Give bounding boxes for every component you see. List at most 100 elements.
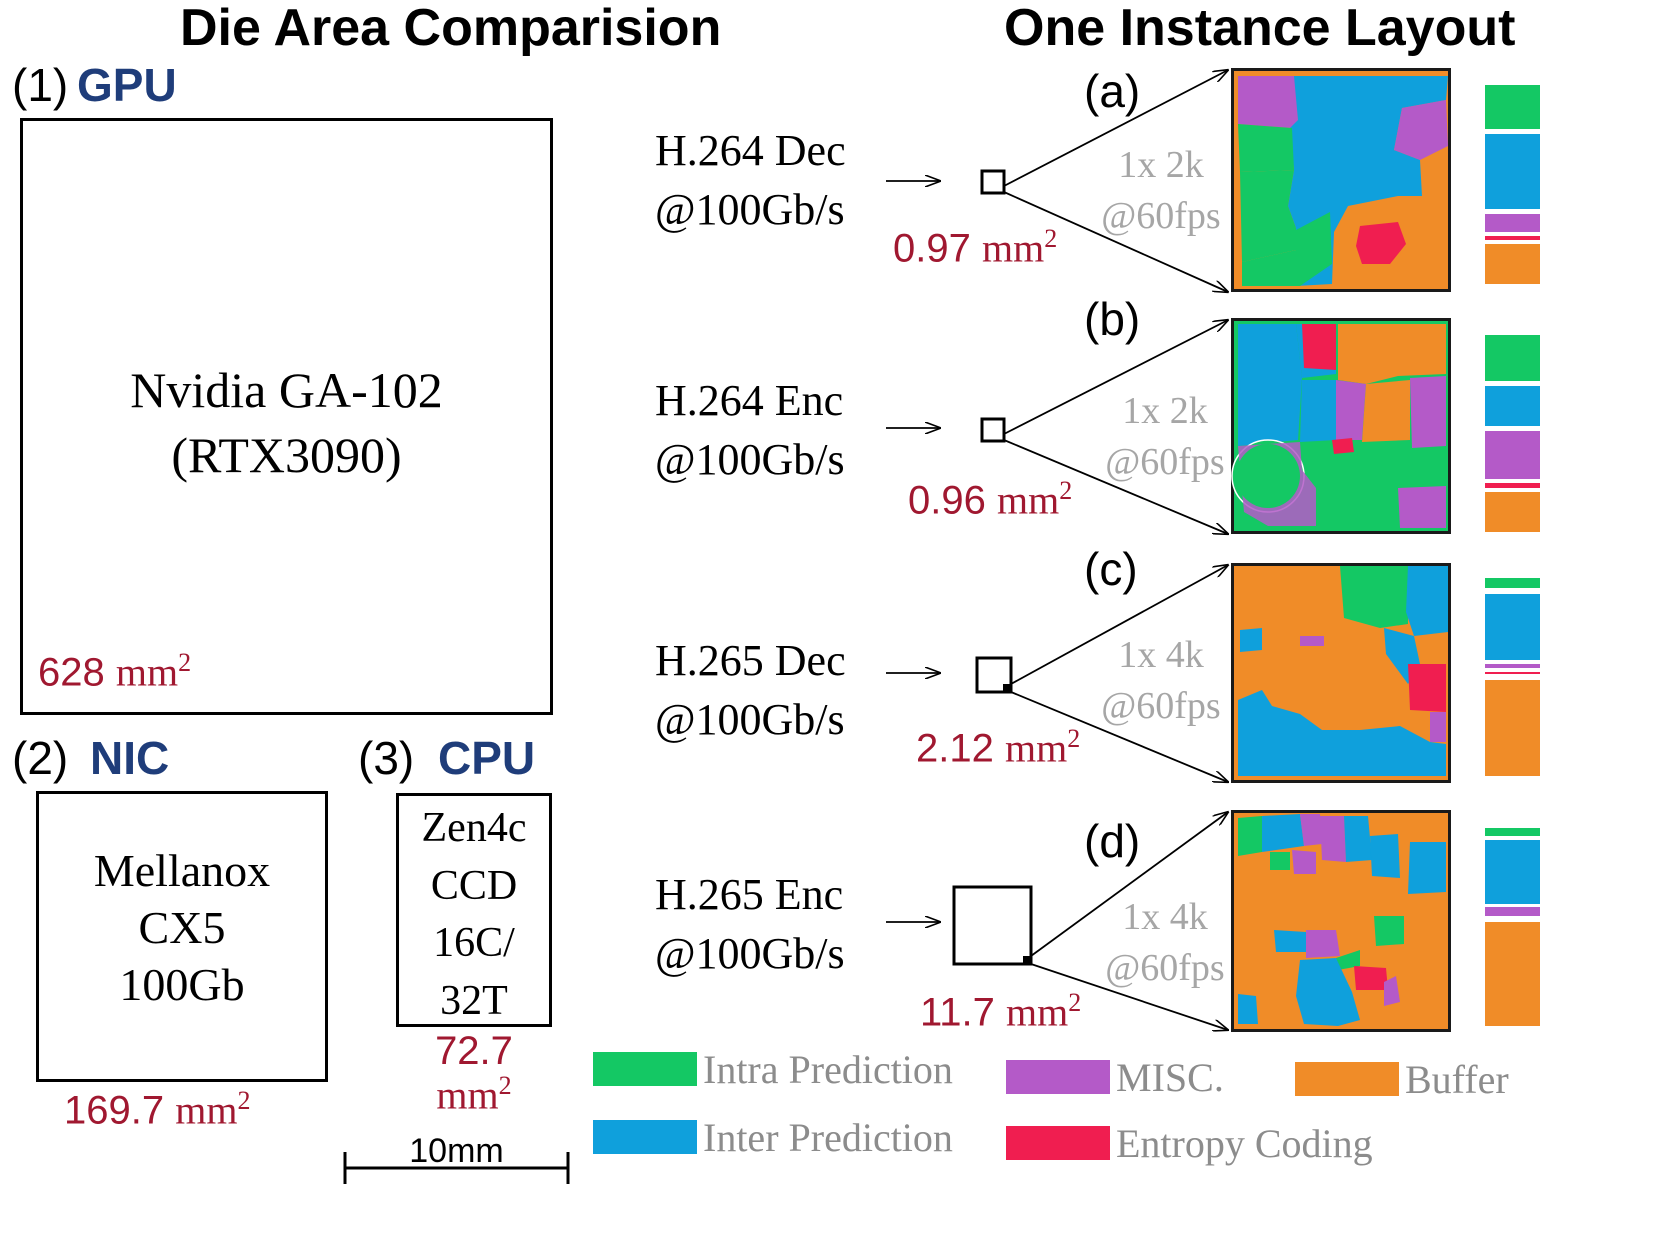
- area-unit-d: mm: [1006, 989, 1069, 1035]
- breakdown-bar-a: [1485, 85, 1540, 284]
- nic-area-exp: 2: [237, 1086, 251, 1115]
- area-unit-a: mm: [981, 225, 1045, 271]
- nic-area-label: 169.7 mm2: [64, 1086, 251, 1133]
- legend-swatch-inter: [593, 1120, 697, 1154]
- heading-instance-layout: One Instance Layout: [1004, 0, 1516, 57]
- codec-line1-d: H.265 Enc: [655, 870, 844, 919]
- area-value-c: 2.12: [916, 726, 994, 771]
- panel-label-c: (c): [1084, 543, 1138, 595]
- legend-swatch-intra: [593, 1052, 697, 1086]
- zoom-line-top-d: [1030, 812, 1228, 957]
- area-exp-d: 2: [1068, 988, 1082, 1017]
- spec-line1-a: 1x 2k: [1118, 144, 1204, 186]
- cpu-area-value: 72.7: [435, 1029, 513, 1073]
- area-label-b: 0.96 mm2: [908, 476, 1073, 523]
- gpu-die-box: [20, 118, 553, 715]
- codec-label-d: H.265 Enc @100Gb/s: [655, 866, 845, 983]
- cpu-die-box: [396, 793, 552, 1027]
- legend-label-buffer: Buffer: [1405, 1057, 1509, 1102]
- area-value-a: 0.97: [893, 226, 971, 271]
- gpu-area-label: 628 mm2: [38, 648, 192, 695]
- breakdown-bar-d: [1485, 828, 1540, 1026]
- area-label-a: 0.97 mm2: [893, 224, 1058, 271]
- cpu-name-line4: 32T: [440, 977, 508, 1024]
- layout-map-d: [1231, 810, 1451, 1032]
- cpu-name-line3: 16C/: [433, 920, 515, 967]
- nic-area-value: 169.7: [64, 1088, 165, 1133]
- legend-label-entropy: Entropy Coding: [1116, 1121, 1373, 1166]
- spec-line2-a: @60fps: [1101, 195, 1221, 238]
- area-exp-b: 2: [1059, 476, 1073, 505]
- spec-line1-d: 1x 4k: [1122, 896, 1208, 938]
- layout-map-b: [1231, 318, 1451, 534]
- zoom-line-bottom-a: [1003, 191, 1228, 292]
- area-value-b: 0.96: [908, 478, 986, 523]
- nic-name-line1: Mellanox: [93, 845, 271, 896]
- zoom-line-top-a: [1003, 70, 1228, 187]
- zoom-line-bottom-b: [1003, 439, 1228, 534]
- codec-label-c: H.265 Dec @100Gb/s: [655, 632, 846, 749]
- zoom-line-top-c: [1010, 565, 1228, 685]
- codec-line2-a: @100Gb/s: [655, 184, 845, 234]
- spec-line2-b: @60fps: [1105, 441, 1225, 484]
- instance-box-a: [980, 169, 1006, 195]
- spec-label-c: 1x 4k @60fps: [1090, 630, 1232, 733]
- spec-label-d: 1x 4k @60fps: [1094, 892, 1236, 995]
- cpu-name-line2: CCD: [430, 862, 518, 909]
- breakdown-bar-b: [1485, 335, 1540, 532]
- gpu-area-exp: 2: [178, 648, 192, 677]
- legend-swatch-buffer: [1295, 1062, 1399, 1096]
- legend-swatch-entropy: [1006, 1126, 1110, 1160]
- cpu-name: Zen4c CCD 16C/ 32T: [396, 800, 552, 1030]
- gpu-name-line1: Nvidia GA-102: [130, 362, 443, 418]
- spec-line1-c: 1x 4k: [1118, 634, 1204, 676]
- nic-die-box: [36, 791, 328, 1082]
- area-unit-c: mm: [1004, 725, 1068, 771]
- legend-label-intra: Intra Prediction: [703, 1047, 953, 1092]
- legend-label-misc: MISC.: [1116, 1055, 1224, 1100]
- spec-label-a: 1x 2k @60fps: [1090, 140, 1232, 243]
- codec-line2-c: @100Gb/s: [655, 694, 845, 744]
- cpu-area-unit: mm: [436, 1072, 499, 1118]
- gpu-area-value: 628: [38, 650, 105, 695]
- nic-area-unit: mm: [175, 1087, 238, 1133]
- legend-swatch-misc: [1006, 1060, 1110, 1094]
- codec-line2-d: @100Gb/s: [655, 928, 845, 978]
- codec-line2-b: @100Gb/s: [655, 434, 845, 484]
- layout-map-a: [1231, 68, 1451, 292]
- legend-label-inter: Inter Prediction: [703, 1115, 953, 1160]
- instance-box-b: [980, 417, 1006, 443]
- panel-label-a: (a): [1084, 65, 1141, 117]
- zoom-line-bottom-c: [1010, 691, 1228, 782]
- gpu-name-line2: (RTX3090): [171, 427, 402, 483]
- spec-line2-d: @60fps: [1105, 947, 1225, 990]
- area-exp-a: 2: [1044, 224, 1058, 253]
- instance-box-d: [952, 885, 1033, 966]
- gpu-area-unit: mm: [115, 649, 179, 695]
- cpu-index: (3): [358, 732, 415, 784]
- nic-category: NIC: [90, 732, 170, 784]
- area-exp-c: 2: [1067, 724, 1081, 753]
- gpu-name: Nvidia GA-102 (RTX3090): [20, 358, 553, 488]
- instance-box-c: [975, 656, 1013, 694]
- area-value-d: 11.7: [920, 990, 995, 1035]
- zoom-line-bottom-d: [1030, 963, 1228, 1030]
- panel-label-b: (b): [1084, 293, 1141, 345]
- layout-map-c: [1231, 563, 1451, 783]
- spec-line2-c: @60fps: [1101, 685, 1221, 728]
- cpu-area-label: 72.7 mm2: [396, 1030, 552, 1116]
- nic-name-line3: 100Gb: [119, 959, 245, 1011]
- cpu-area-exp: 2: [498, 1071, 512, 1100]
- cpu-category: CPU: [438, 732, 536, 784]
- codec-label-b: H.264 Enc @100Gb/s: [655, 372, 845, 489]
- gpu-category: GPU: [77, 59, 177, 111]
- heading-die-area: Die Area Comparision: [180, 0, 722, 57]
- codec-label-a: H.264 Dec @100Gb/s: [655, 122, 846, 239]
- codec-line1-c: H.265 Dec: [655, 636, 846, 685]
- gpu-index: (1): [12, 59, 69, 111]
- scale-bar: [343, 1152, 570, 1184]
- zoom-line-top-b: [1003, 320, 1228, 435]
- area-label-c: 2.12 mm2: [916, 724, 1081, 771]
- cpu-name-line1: Zen4c: [421, 805, 527, 851]
